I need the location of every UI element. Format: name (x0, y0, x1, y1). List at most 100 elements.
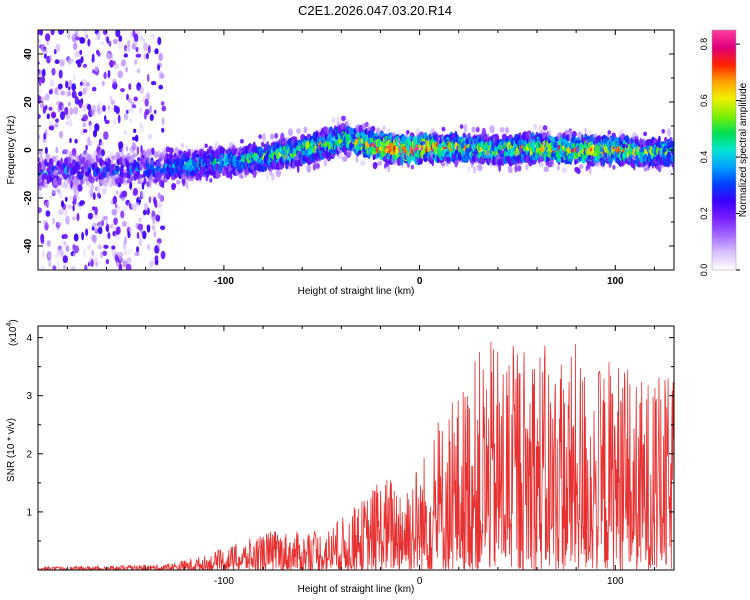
heatmap-cell (136, 30, 141, 36)
heatmap-cell (155, 214, 161, 222)
heatmap-cell (57, 221, 63, 227)
spectrogram-ylabel: Frequency (Hz) (6, 116, 17, 185)
heatmap-cell (62, 255, 68, 264)
heatmap-cell (132, 152, 138, 158)
heatmap-cell (111, 245, 116, 250)
heatmap-cell (49, 54, 53, 63)
heatmap-cell (154, 48, 159, 55)
heatmap-cell (72, 200, 77, 205)
heatmap-cell (41, 68, 46, 77)
heatmap-cell (65, 120, 69, 126)
heatmap-cell (77, 184, 83, 192)
heatmap-cell (60, 111, 65, 121)
heatmap-cell (59, 190, 63, 199)
heatmap-cell (94, 123, 100, 132)
heatmap-cell (98, 101, 103, 110)
heatmap-cell (100, 141, 104, 146)
colorbar-tick-label: 0.6 (699, 94, 709, 107)
heatmap-cell (156, 199, 162, 209)
heatmap-cell (134, 251, 140, 257)
heatmap-cell (109, 53, 114, 61)
heatmap-cell (576, 168, 581, 175)
heatmap-cell (157, 242, 161, 249)
heatmap-cell (83, 30, 88, 34)
heatmap-cell (132, 136, 135, 141)
x-tick-label: 100 (607, 276, 624, 287)
heatmap-cell (295, 161, 300, 168)
heatmap-cell (63, 58, 67, 63)
heatmap-cell (73, 194, 79, 199)
heatmap-cell (119, 258, 125, 263)
heatmap-cell (106, 36, 110, 44)
heatmap-cell (107, 69, 111, 79)
heatmap-cell (91, 53, 95, 60)
heatmap-cell (204, 143, 208, 149)
heatmap-cell (161, 117, 165, 126)
heatmap-cell (142, 37, 146, 43)
heatmap-cell (574, 160, 577, 165)
heatmap-cell (117, 152, 121, 159)
heatmap-cell (143, 42, 148, 52)
heatmap-cell (91, 104, 97, 113)
heatmap-cell (475, 126, 480, 133)
heatmap-cell (150, 81, 157, 86)
heatmap-cell (45, 210, 51, 217)
heatmap-cell (463, 123, 468, 133)
heatmap-cell (410, 164, 415, 170)
heatmap-cell (115, 30, 121, 38)
heatmap-cell (82, 249, 87, 259)
heatmap-cell (83, 128, 88, 133)
y-tick-label: 20 (23, 96, 34, 108)
heatmap-cell (186, 151, 190, 157)
heatmap-cell (87, 212, 94, 220)
heatmap-cell (658, 135, 661, 143)
heatmap-cell (42, 249, 45, 258)
heatmap-cell (49, 195, 53, 200)
heatmap-cell (39, 174, 43, 183)
heatmap-cell (48, 121, 54, 126)
heatmap-cell (201, 147, 205, 154)
heatmap-cell (69, 204, 72, 209)
heatmap-cell (38, 113, 41, 120)
heatmap-cell (572, 134, 576, 143)
heatmap-cell (459, 124, 464, 129)
heatmap-cell (51, 113, 56, 118)
heatmap-cell (97, 226, 103, 235)
heatmap-cell (40, 264, 45, 270)
heatmap-cell (134, 145, 138, 151)
heatmap-cell (117, 114, 121, 124)
heatmap-cell (38, 87, 42, 95)
y-tick-label: 3 (26, 391, 32, 402)
heatmap-cell (117, 182, 122, 188)
heatmap-cell (38, 182, 42, 192)
heatmap-cell (38, 148, 43, 155)
heatmap-cell (202, 160, 206, 166)
heatmap-cell (39, 30, 43, 36)
heatmap-cell (38, 69, 43, 78)
heatmap-cell (69, 79, 72, 87)
heatmap-cell (48, 125, 55, 131)
heatmap-cell (38, 207, 42, 213)
heatmap-cell (76, 213, 80, 222)
heatmap-cell (112, 195, 118, 205)
heatmap-cell (123, 249, 128, 256)
heatmap-cell (108, 40, 112, 47)
heatmap-cell (52, 265, 57, 270)
heatmap-cell (46, 41, 50, 46)
heatmap-cell (171, 176, 174, 181)
heatmap-cell (111, 173, 117, 181)
x-tick-label: 0 (417, 576, 423, 587)
heatmap-cell (69, 107, 74, 116)
heatmap-cell (40, 233, 45, 243)
heatmap-cell (180, 143, 184, 148)
heatmap-cell (87, 140, 93, 147)
heatmap-cell (123, 236, 128, 245)
heatmap-cell (174, 147, 179, 156)
heatmap-cell (342, 156, 348, 162)
heatmap-cell (156, 238, 162, 244)
heatmap-cell (72, 204, 75, 212)
heatmap-cell (505, 126, 509, 134)
heatmap-cell (102, 250, 107, 257)
heatmap-cell (161, 105, 167, 112)
heatmap-cell (156, 160, 162, 167)
